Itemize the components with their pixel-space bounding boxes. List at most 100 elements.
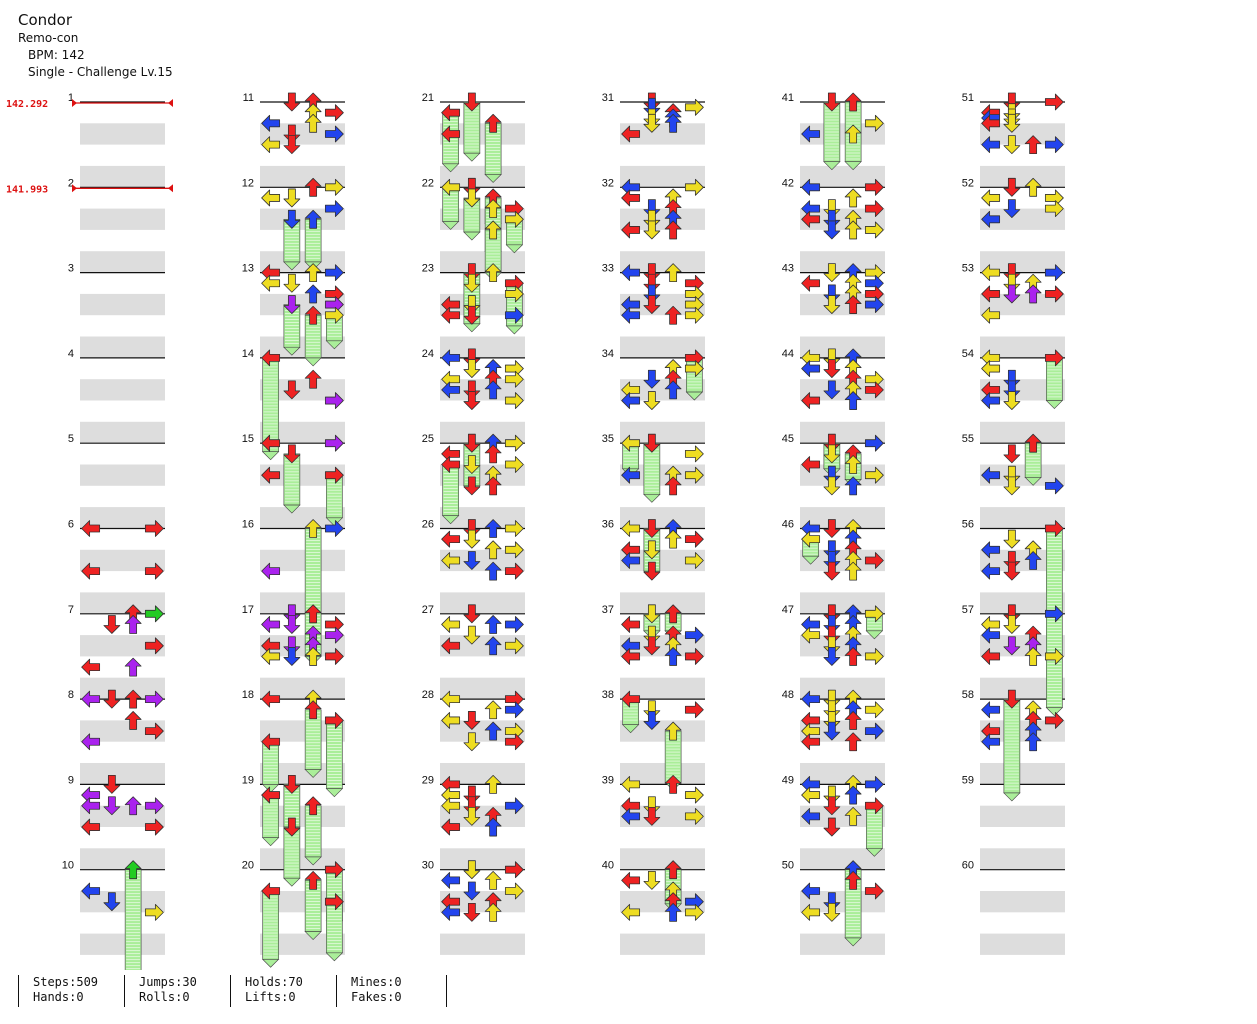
measure-9: 9 — [68, 774, 165, 870]
left-arrow-icon — [981, 648, 1001, 665]
beat-band — [440, 848, 525, 870]
measure-number: 56 — [962, 519, 974, 531]
down-arrow-icon — [103, 689, 121, 709]
down-arrow-icon — [643, 391, 661, 410]
down-arrow-icon — [1003, 273, 1021, 293]
beat-band — [440, 891, 525, 913]
hold-note — [441, 464, 460, 525]
down-arrow-icon — [823, 348, 841, 368]
measure-50: 50 — [782, 860, 885, 955]
down-arrow-icon — [643, 199, 661, 219]
up-arrow-icon — [844, 92, 862, 112]
down-arrow-icon — [643, 711, 661, 730]
right-arrow-icon — [1044, 93, 1064, 111]
beat-band — [440, 421, 525, 444]
measure-32: 32 — [602, 177, 705, 273]
measure-17: 17 — [242, 604, 345, 699]
down-arrow-icon — [823, 295, 841, 314]
up-arrow-icon — [664, 380, 682, 400]
down-arrow-icon — [643, 636, 661, 656]
down-arrow-icon — [643, 519, 661, 538]
left-arrow-icon — [441, 456, 461, 473]
up-arrow-icon — [484, 721, 502, 741]
beat-band — [800, 677, 885, 699]
beat-band — [800, 379, 885, 401]
measure-28: 28 — [422, 689, 525, 785]
measure-number: 23 — [422, 263, 434, 275]
left-arrow-icon — [261, 786, 281, 804]
measure-number: 55 — [962, 433, 974, 445]
left-arrow-icon — [441, 690, 461, 708]
up-arrow-icon — [304, 209, 322, 229]
left-arrow-icon — [441, 903, 461, 921]
left-arrow-icon — [801, 733, 821, 751]
beat-band — [620, 592, 705, 614]
right-arrow-icon — [324, 712, 344, 729]
beat-band — [800, 421, 885, 444]
measure-number: 29 — [422, 774, 434, 786]
measure-number: 18 — [242, 689, 254, 701]
measure-8: 8 — [68, 689, 165, 785]
beat-band — [620, 293, 705, 316]
down-arrow-icon — [463, 263, 481, 283]
beat-band — [620, 635, 705, 657]
beat-band — [260, 336, 345, 358]
hold-note — [325, 474, 344, 527]
down-arrow-icon — [823, 785, 841, 805]
down-arrow-icon — [1003, 476, 1021, 496]
up-arrow-icon — [484, 476, 502, 496]
down-arrow-icon — [103, 775, 121, 794]
left-arrow-icon — [621, 466, 641, 484]
measure-57: 57 — [962, 604, 1065, 699]
measure-14: 14 — [242, 348, 345, 444]
measure-number: 9 — [68, 774, 74, 786]
down-arrow-icon — [643, 870, 661, 890]
measure-number: 53 — [962, 263, 974, 275]
up-arrow-icon — [844, 732, 862, 752]
measure-47: 47 — [782, 604, 885, 699]
right-arrow-icon — [324, 434, 344, 452]
down-arrow-icon — [1003, 380, 1021, 400]
measure-number: 27 — [422, 604, 434, 616]
beat-band — [260, 763, 345, 785]
measure-59: 59 — [962, 774, 1065, 870]
left-arrow-icon — [981, 733, 1001, 751]
measure-number: 36 — [602, 519, 614, 531]
up-arrow-icon — [124, 615, 142, 634]
measure-number: 7 — [68, 604, 74, 616]
right-arrow-icon — [684, 466, 704, 484]
measure-number: 42 — [782, 177, 794, 189]
down-arrow-icon — [1003, 263, 1021, 283]
down-arrow-icon — [823, 519, 841, 538]
down-arrow-icon — [283, 124, 301, 144]
stat-value: Fakes:0 — [351, 990, 402, 1004]
beat-band — [260, 507, 345, 529]
measure-3: 3 — [68, 263, 165, 358]
hold-note — [283, 304, 301, 356]
left-arrow-icon — [441, 349, 461, 367]
measure-number: 33 — [602, 263, 614, 275]
beat-band — [980, 720, 1065, 742]
up-arrow-icon — [1024, 647, 1042, 666]
down-arrow-icon — [1003, 465, 1021, 485]
hold-note — [441, 112, 460, 173]
measure-number: 15 — [242, 433, 254, 445]
right-arrow-icon — [504, 701, 524, 719]
beat-band — [80, 763, 165, 785]
hold-note — [304, 805, 322, 866]
down-arrow-icon — [643, 284, 661, 304]
right-arrow-icon — [504, 306, 524, 324]
left-arrow-icon — [621, 264, 641, 282]
right-arrow-icon — [324, 861, 344, 879]
down-arrow-icon — [463, 711, 481, 730]
measure-27: 27 — [422, 604, 525, 699]
down-arrow-icon — [283, 209, 301, 229]
stat-group: Mines:0 Fakes:0 — [336, 975, 402, 1007]
beat-band — [260, 464, 345, 486]
beat-band — [80, 507, 165, 529]
measure-6: 6 — [68, 519, 165, 614]
beat-band — [260, 933, 345, 955]
down-arrow-icon — [823, 92, 841, 112]
right-arrow-icon — [684, 530, 704, 548]
song-header: Condor Remo-con BPM: 142 Single - Challe… — [18, 10, 173, 81]
